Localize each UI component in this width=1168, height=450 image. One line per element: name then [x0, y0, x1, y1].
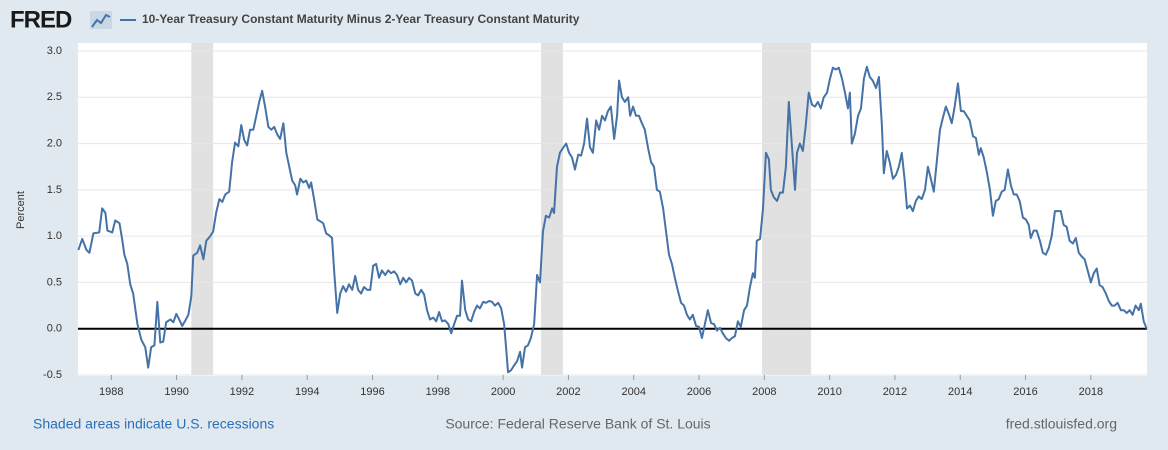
legend-label: 10-Year Treasury Constant Maturity Minus… [142, 12, 580, 26]
y-tick-label: -0.5 [43, 369, 62, 381]
y-tick-label: 2.5 [47, 91, 62, 103]
x-tick-label: 1988 [99, 386, 123, 398]
x-tick-label: 1996 [360, 386, 384, 398]
x-tick-label: 2016 [1013, 386, 1037, 398]
logo-icon [90, 11, 112, 29]
plot-area [78, 43, 1147, 376]
x-tick-label: 1998 [426, 386, 450, 398]
series-line [77, 65, 1148, 374]
logo: FRED [10, 6, 72, 33]
y-tick-label: 0.0 [47, 323, 62, 335]
x-tick-label: 1990 [164, 386, 188, 398]
y-tick-label: 1.0 [47, 230, 62, 242]
x-tick-label: 2000 [491, 386, 515, 398]
y-tick-label: 2.0 [47, 137, 62, 149]
recession-band [191, 43, 214, 375]
x-tick-label: 2012 [883, 386, 907, 398]
x-tick-label: 2006 [687, 386, 711, 398]
recession-note[interactable]: Shaded areas indicate U.S. recessions [33, 416, 274, 432]
x-tick-label: 2010 [817, 386, 841, 398]
x-tick-label: 2018 [1079, 386, 1103, 398]
y-tick-label: 1.5 [47, 184, 62, 196]
x-tick-label: 2004 [621, 386, 645, 398]
y-tick-label: 3.0 [47, 45, 62, 57]
x-tick-label: 2008 [752, 386, 776, 398]
x-tick-label: 1994 [295, 386, 319, 398]
x-tick-label: 2002 [556, 386, 580, 398]
x-tick-label: 1992 [230, 386, 254, 398]
recession-band [762, 43, 812, 375]
y-axis-label: Percent [15, 191, 27, 229]
x-tick-label: 2014 [948, 386, 972, 398]
site-link[interactable]: fred.stlouisfed.org [1006, 416, 1117, 432]
y-tick-label: 0.5 [47, 276, 62, 288]
source: Source: Federal Reserve Bank of St. Loui… [445, 416, 710, 432]
